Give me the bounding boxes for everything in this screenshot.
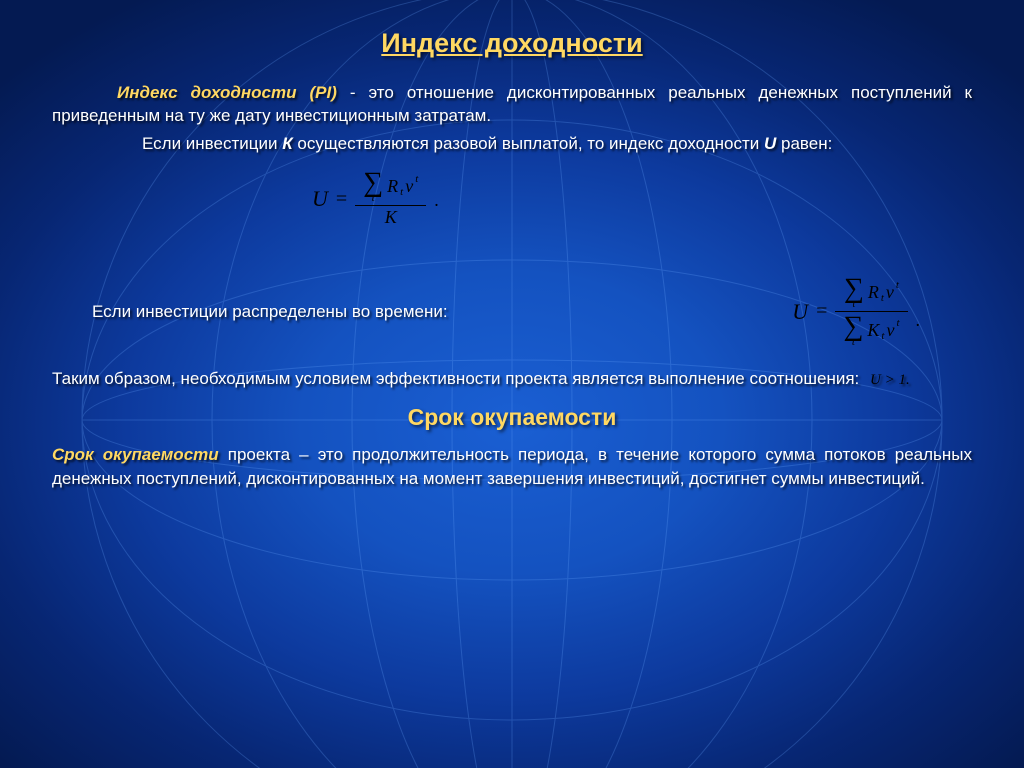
paragraph-case2: Если инвестиции распределены во времени: (52, 302, 448, 322)
f2-R: R (868, 283, 879, 303)
f1-den: K (377, 207, 405, 229)
slide-title: Индекс доходности (52, 28, 972, 59)
paragraph-case1: Если инвестиции К осуществляются разовой… (52, 132, 972, 155)
cond-text: Таким образом, необходимым условием эффе… (52, 369, 859, 388)
slide-content: Индекс доходности Индекс доходности (PI)… (0, 0, 1024, 768)
f2-dsub: t (852, 338, 855, 348)
paragraph-condition: Таким образом, необходимым условием эффе… (52, 367, 972, 391)
f2-vsup: t (896, 279, 899, 291)
f2-K: K (867, 321, 879, 341)
f1-Rsub: t (400, 186, 403, 198)
paragraph-definition: Индекс доходности (PI) - это отношение д… (52, 81, 972, 128)
f1-eq: = (336, 188, 347, 211)
var-k: К (282, 134, 292, 153)
paragraph-case2-row: Если инвестиции распределены во времени:… (52, 275, 972, 348)
formula-1-block: U = ∑ t Rtνt (52, 169, 972, 259)
f1-v: ν (405, 177, 413, 197)
formula-2: U = ∑ t Rtνt (792, 275, 920, 348)
var-u: U (764, 134, 776, 153)
case1-post: равен: (776, 134, 832, 153)
paragraph-payback: Срок окупаемости проекта – это продолжит… (52, 443, 972, 490)
f1-vsup: t (415, 173, 418, 185)
f2-eq: = (816, 300, 827, 323)
f2-v: ν (886, 283, 894, 303)
f2-dvsup: t (896, 317, 899, 329)
f2-lhs: U (792, 299, 808, 325)
f2-Rsub: t (881, 292, 884, 304)
condition-formula: U > 1. (870, 372, 910, 388)
case1-mid: осуществляются разовой выплатой, то инде… (293, 134, 764, 153)
f1-R: R (387, 177, 398, 197)
f2-nsub: t (852, 300, 855, 310)
f1-tail: . (434, 190, 439, 211)
f2-dv: ν (886, 321, 894, 341)
term-pi: Индекс доходности (PI) (117, 83, 337, 102)
case1-pre: Если инвестиции (142, 134, 282, 153)
f1-sigma-sub: t (372, 194, 375, 204)
term-payback: Срок окупаемости (52, 445, 219, 464)
formula-1: U = ∑ t Rtνt (312, 169, 439, 229)
f2-Ksub: t (881, 330, 884, 342)
f1-lhs: U (312, 186, 328, 212)
f2-tail: . (916, 310, 921, 331)
subtitle-payback: Срок окупаемости (52, 404, 972, 431)
